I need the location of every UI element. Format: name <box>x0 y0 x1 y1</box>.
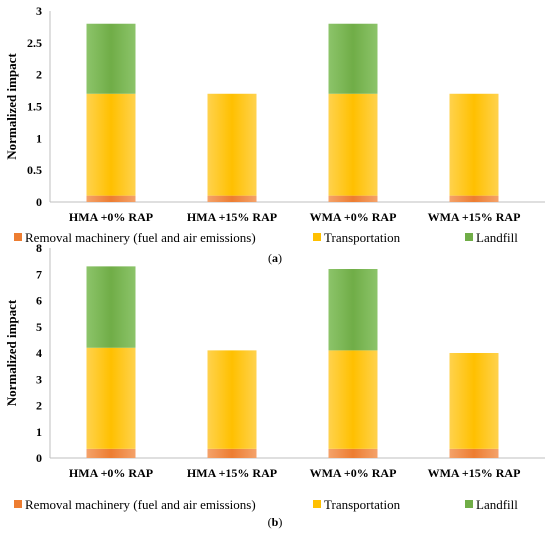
x-tick-label: WMA +15% RAP <box>428 210 521 224</box>
legend-swatch <box>313 233 321 241</box>
bar-segment <box>449 353 499 449</box>
legend-label: Transportation <box>324 230 401 245</box>
y-tick-label: 1.5 <box>27 100 42 114</box>
legend-swatch <box>14 500 22 508</box>
legend-swatch <box>465 233 473 241</box>
bar-segment <box>328 448 378 458</box>
x-tick-label: HMA +0% RAP <box>69 466 153 480</box>
legend-swatch <box>465 500 473 508</box>
y-tick-label: 5 <box>36 320 42 334</box>
bar-segment <box>86 23 136 94</box>
chart-a: 0 0.5 1 1.5 2 2.5 3 Normalized impact HMA +0% RA… <box>4 4 545 265</box>
x-tick-label: HMA +0% RAP <box>69 210 153 224</box>
y-tick-label: 6 <box>36 294 42 308</box>
y-tick-label: 0.5 <box>27 163 42 177</box>
y-tick-label: 1 <box>36 131 42 145</box>
y-tick-label: 0 <box>36 195 42 209</box>
bar-segment <box>328 93 378 196</box>
y-tick-label: 7 <box>36 267 42 281</box>
panel-caption: (b) <box>268 515 283 529</box>
bar-segment <box>207 195 257 202</box>
x-tick-label: WMA +0% RAP <box>310 210 397 224</box>
bar-segment <box>449 93 499 196</box>
legend-label: Landfill <box>476 497 518 512</box>
bar-segment <box>328 195 378 202</box>
bar-segment <box>328 269 378 351</box>
x-tick-label: HMA +15% RAP <box>187 466 277 480</box>
bar-segment <box>207 350 257 449</box>
legend-label: Landfill <box>476 230 518 245</box>
bar-segment <box>86 347 136 449</box>
bar-segment <box>207 93 257 196</box>
legend-swatch <box>14 233 22 241</box>
chart-b: 0 1 2 3 4 5 6 7 8 Normalized impact HMA +0% RAP HMA… <box>4 241 545 529</box>
y-tick-label: 4 <box>36 346 42 360</box>
legend-label: Removal machinery (fuel and air emission… <box>25 230 256 245</box>
bar-segment <box>207 448 257 458</box>
y-axis-title: Normalized impact <box>4 53 19 160</box>
legend-swatch <box>313 500 321 508</box>
bar-segment <box>86 448 136 458</box>
bar-segment <box>449 195 499 202</box>
y-tick-label: 3 <box>36 372 42 386</box>
bar-segment <box>449 448 499 458</box>
bar-segment <box>328 350 378 449</box>
x-tick-label: HMA +15% RAP <box>187 210 277 224</box>
y-tick-label: 2 <box>36 68 42 82</box>
x-tick-label: WMA +15% RAP <box>428 466 521 480</box>
bar-segment <box>328 23 378 94</box>
x-tick-label: WMA +0% RAP <box>310 466 397 480</box>
legend-label: Transportation <box>324 497 401 512</box>
y-tick-label: 0 <box>36 451 42 465</box>
panel-caption: (a) <box>268 251 282 265</box>
bar-segment <box>86 266 136 348</box>
bar-segment <box>86 93 136 196</box>
legend-label: Removal machinery (fuel and air emission… <box>25 497 256 512</box>
y-tick-label: 3 <box>36 4 42 18</box>
y-tick-label: 2.5 <box>27 36 42 50</box>
y-axis-title: Normalized impact <box>4 299 19 406</box>
bar-segment <box>86 195 136 202</box>
y-tick-label: 8 <box>36 241 42 255</box>
y-tick-label: 1 <box>36 425 42 439</box>
y-tick-label: 2 <box>36 399 42 413</box>
